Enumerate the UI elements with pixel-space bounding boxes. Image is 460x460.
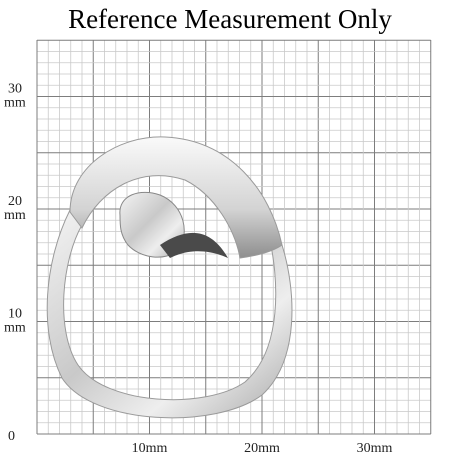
- grid: [36, 39, 432, 435]
- y-label-unit: mm: [4, 208, 26, 223]
- y-label-number: 30: [8, 82, 22, 97]
- x-label: 10mm: [132, 441, 168, 456]
- ring: [46, 136, 293, 419]
- y-label-unit: mm: [4, 96, 26, 111]
- y-label-number: 10: [8, 307, 22, 322]
- x-label: 20mm: [244, 441, 280, 456]
- y-label-number: 20: [8, 194, 22, 209]
- y-label-unit: mm: [4, 321, 26, 336]
- y-label-number: 0: [8, 429, 15, 444]
- title: Reference Measurement Only: [68, 4, 392, 34]
- x-label: 30mm: [357, 441, 393, 456]
